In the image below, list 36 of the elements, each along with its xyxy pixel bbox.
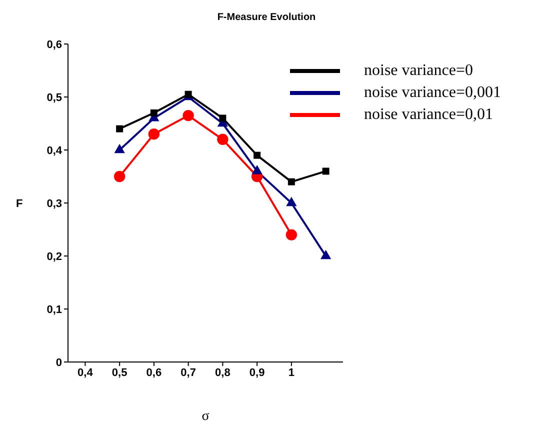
point bbox=[219, 114, 226, 122]
legend-label: noise variance=0,001 bbox=[364, 84, 501, 102]
chart-title: F-Measure Evolution bbox=[216, 12, 317, 23]
x-tick-label: 0,4 bbox=[78, 366, 94, 379]
x-tick-label: 0,6 bbox=[146, 366, 162, 379]
y-tick-label: 0,5 bbox=[46, 92, 62, 104]
y-tick-label: 0,2 bbox=[46, 250, 62, 263]
legend-label: noise variance=0 bbox=[364, 62, 473, 80]
point bbox=[114, 144, 125, 154]
y-tick-label: 0,6 bbox=[46, 38, 62, 51]
point bbox=[150, 109, 158, 116]
point bbox=[182, 110, 194, 122]
x-axis-title: σ bbox=[202, 409, 210, 424]
point bbox=[286, 229, 298, 240]
y-tick-label: 0,3 bbox=[46, 198, 62, 210]
x-tick-label: 0,5 bbox=[112, 366, 128, 379]
y-tick-label: 0,1 bbox=[46, 304, 62, 316]
x-tick-label: 0,9 bbox=[249, 366, 265, 379]
point bbox=[288, 178, 295, 186]
point bbox=[148, 128, 160, 140]
point bbox=[252, 165, 262, 174]
point bbox=[217, 134, 228, 145]
x-tick-label: 0,7 bbox=[180, 366, 196, 379]
point bbox=[286, 196, 297, 206]
point bbox=[320, 250, 332, 260]
point bbox=[322, 168, 330, 175]
legend-label: noise variance=0,01 bbox=[364, 106, 493, 124]
point bbox=[184, 90, 192, 98]
x-tick-label: 1 bbox=[288, 366, 294, 379]
point bbox=[114, 170, 126, 182]
y-tick-label: 0,4 bbox=[46, 144, 63, 157]
y-tick-label: 0 bbox=[56, 356, 62, 369]
point bbox=[116, 125, 124, 132]
y-axis-title: F bbox=[16, 198, 23, 210]
point bbox=[254, 152, 261, 159]
x-tick-label: 0,8 bbox=[215, 366, 230, 379]
